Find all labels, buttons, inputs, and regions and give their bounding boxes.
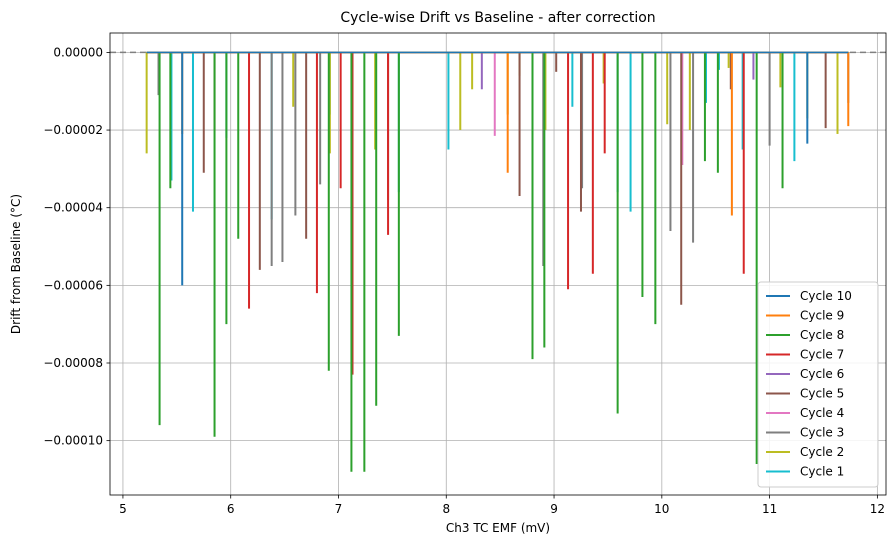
legend-frame: [757, 281, 879, 488]
legend-label: Cycle 1: [800, 465, 844, 479]
legend-label: Cycle 7: [800, 348, 844, 362]
chart-title: Cycle-wise Drift vs Baseline - after cor…: [340, 10, 655, 26]
y-tick-label: −0.00002: [43, 123, 103, 137]
x-axis: 5 6 7 8 9 10 11 12: [119, 495, 885, 516]
legend-label: Cycle 8: [800, 328, 844, 342]
legend-label: Cycle 5: [800, 387, 844, 401]
legend-label: Cycle 9: [800, 309, 844, 323]
y-tick-label: −0.00008: [43, 356, 103, 370]
legend-label: Cycle 10: [800, 289, 852, 303]
y-axis: 0.00000 −0.00002 −0.00004 −0.00006 −0.00008 −…: [43, 45, 110, 448]
y-tick-label: −0.00010: [43, 434, 103, 448]
data-layer: [145, 51, 850, 472]
x-axis-title: Ch3 TC EMF (mV): [446, 521, 550, 535]
x-tick-label: 6: [227, 502, 235, 516]
x-tick-label: 5: [119, 502, 127, 516]
x-tick-label: 11: [762, 502, 777, 516]
y-tick-label: −0.00006: [43, 278, 103, 292]
x-tick-label: 10: [654, 502, 669, 516]
legend-label: Cycle 6: [800, 367, 844, 381]
x-tick-label: 7: [335, 502, 343, 516]
y-tick-label: 0.00000: [53, 45, 103, 59]
x-tick-label: 9: [550, 502, 558, 516]
x-tick-label: 12: [870, 502, 885, 516]
legend: Cycle 10 Cycle 9 Cycle 8 Cycle 7 Cycle 6 Cycl…: [757, 281, 879, 488]
series-cycle-10: [146, 51, 849, 286]
legend-label: Cycle 2: [800, 445, 844, 459]
x-tick-label: 8: [442, 502, 450, 516]
legend-label: Cycle 3: [800, 426, 844, 440]
y-tick-label: −0.00004: [43, 201, 103, 215]
plot-frame: [109, 32, 887, 496]
y-axis-title: Drift from Baseline (°C): [9, 194, 23, 334]
legend-label: Cycle 4: [800, 406, 844, 420]
